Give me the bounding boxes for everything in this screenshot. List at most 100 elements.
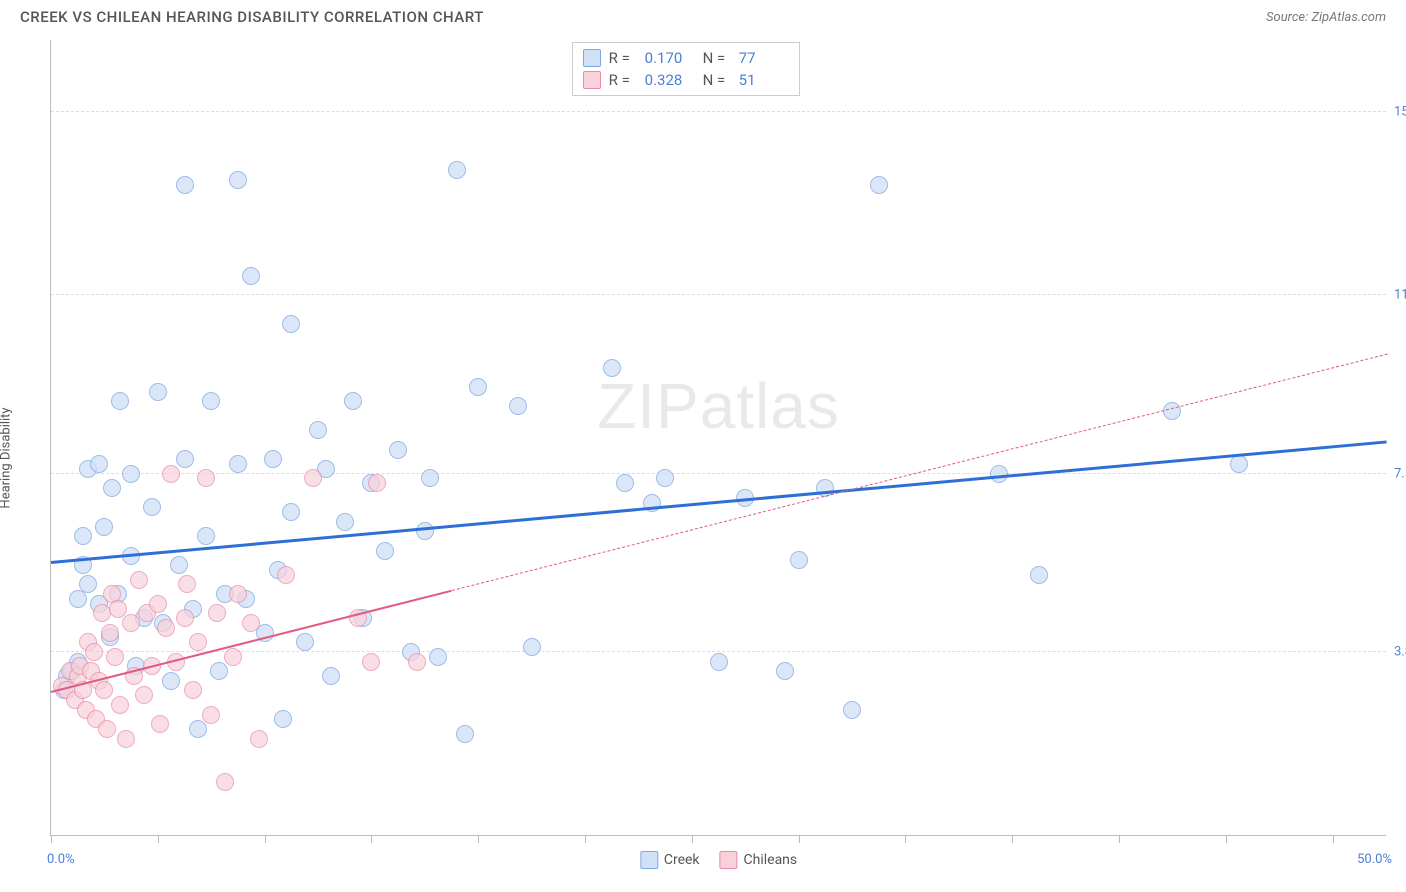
data-point-creek <box>229 171 247 189</box>
stats-row-chileans: R =0.328N =51 <box>583 69 789 91</box>
data-point-creek <box>162 672 180 690</box>
data-point-chileans <box>184 681 202 699</box>
x-tick <box>905 835 906 843</box>
y-tick-label: 15.0% <box>1394 105 1406 120</box>
r-value-creek: 0.170 <box>645 49 695 67</box>
chart-title: CREEK VS CHILEAN HEARING DISABILITY CORR… <box>20 8 484 26</box>
data-point-chileans <box>151 715 169 733</box>
data-point-creek <box>603 359 621 377</box>
x-tick <box>799 835 800 843</box>
data-point-chileans <box>111 696 129 714</box>
data-point-creek <box>149 383 167 401</box>
n-label: N = <box>703 49 731 67</box>
data-point-creek <box>456 725 474 743</box>
data-point-creek <box>429 648 447 666</box>
x-tick <box>585 835 586 843</box>
data-point-chileans <box>368 474 386 492</box>
r-label: R = <box>609 49 637 67</box>
data-point-chileans <box>109 600 127 618</box>
x-max-label: 50.0% <box>1357 852 1392 867</box>
data-point-creek <box>376 542 394 560</box>
x-tick <box>1226 835 1227 843</box>
data-point-creek <box>776 662 794 680</box>
watermark-prefix: ZIP <box>597 370 700 442</box>
data-point-creek <box>1163 402 1181 420</box>
data-point-creek <box>176 176 194 194</box>
gridline <box>51 111 1386 112</box>
data-point-chileans <box>178 575 196 593</box>
data-point-chileans <box>197 469 215 487</box>
data-point-chileans <box>224 648 242 666</box>
data-point-chileans <box>216 773 234 791</box>
x-tick <box>692 835 693 843</box>
data-point-chileans <box>149 595 167 613</box>
data-point-chileans <box>408 653 426 671</box>
legend-item-chileans[interactable]: Chileans <box>720 851 798 869</box>
data-point-chileans <box>95 681 113 699</box>
gridline <box>51 473 1386 474</box>
data-point-creek <box>197 527 215 545</box>
data-point-chileans <box>362 653 380 671</box>
y-tick-label: 7.5% <box>1394 466 1406 481</box>
data-point-creek <box>616 474 634 492</box>
data-point-chileans <box>135 686 153 704</box>
data-point-creek <box>1030 566 1048 584</box>
y-tick-label: 11.2% <box>1394 288 1406 303</box>
data-point-creek <box>74 527 92 545</box>
data-point-chileans <box>242 614 260 632</box>
data-point-chileans <box>122 614 140 632</box>
data-point-chileans <box>229 585 247 603</box>
legend-label-chileans: Chileans <box>744 852 798 868</box>
legend-swatch-chileans <box>583 71 601 89</box>
data-point-creek <box>656 469 674 487</box>
source-link[interactable]: ZipAtlas.com <box>1311 10 1386 25</box>
trend-line <box>51 440 1387 564</box>
data-point-creek <box>95 518 113 536</box>
n-value-chileans: 51 <box>739 71 789 89</box>
data-point-chileans <box>208 604 226 622</box>
x-tick <box>265 835 266 843</box>
x-tick <box>1119 835 1120 843</box>
source-prefix: Source: <box>1266 10 1311 25</box>
data-point-creek <box>523 638 541 656</box>
data-point-creek <box>870 176 888 194</box>
n-label: N = <box>703 71 731 89</box>
data-point-creek <box>389 441 407 459</box>
plot-area: ZIPatlas 3.8%7.5%11.2%15.0%0.0%50.0%R =0… <box>50 40 1386 836</box>
watermark-suffix: atlas <box>700 370 840 442</box>
data-point-chileans <box>277 566 295 584</box>
data-point-chileans <box>85 643 103 661</box>
stats-row-creek: R = 0.170 N = 77 <box>583 47 789 69</box>
data-point-chileans <box>162 465 180 483</box>
legend-item-creek[interactable]: Creek <box>640 851 700 869</box>
x-tick <box>371 835 372 843</box>
data-point-creek <box>336 513 354 531</box>
n-value-creek: 77 <box>739 49 789 67</box>
legend-swatch-creek <box>583 49 601 67</box>
data-point-creek <box>344 392 362 410</box>
data-point-creek <box>322 667 340 685</box>
data-point-chileans <box>250 730 268 748</box>
data-point-creek <box>189 720 207 738</box>
data-point-creek <box>264 450 282 468</box>
data-point-creek <box>296 633 314 651</box>
data-point-chileans <box>101 624 119 642</box>
data-point-creek <box>843 701 861 719</box>
data-point-chileans <box>98 720 116 738</box>
watermark: ZIPatlas <box>597 369 840 443</box>
data-point-chileans <box>130 571 148 589</box>
stats-legend: R =0.170N =77R =0.328N =51 <box>572 42 800 96</box>
x-tick <box>1012 835 1013 843</box>
source-attribution: Source: ZipAtlas.com <box>1266 10 1386 25</box>
data-point-creek <box>90 455 108 473</box>
x-tick <box>51 835 52 843</box>
data-point-creek <box>229 455 247 473</box>
x-tick <box>478 835 479 843</box>
data-point-creek <box>790 551 808 569</box>
data-point-chileans <box>117 730 135 748</box>
data-point-creek <box>210 662 228 680</box>
data-point-chileans <box>176 609 194 627</box>
data-point-creek <box>170 556 188 574</box>
data-point-chileans <box>189 633 207 651</box>
data-point-creek <box>103 479 121 497</box>
